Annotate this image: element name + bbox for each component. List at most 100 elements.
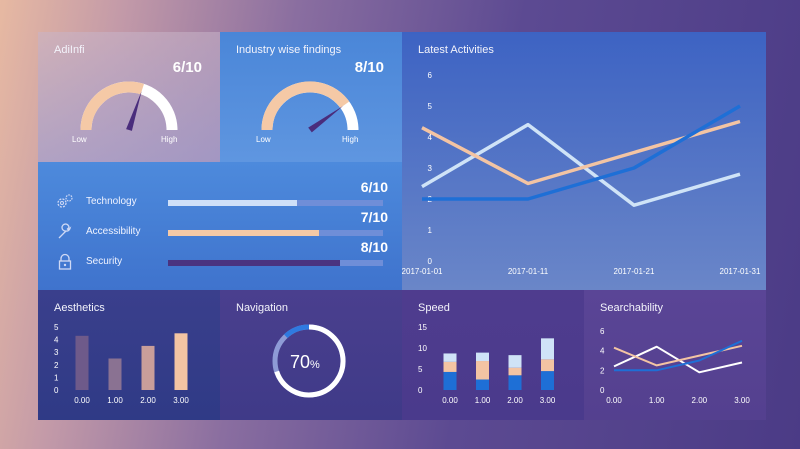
latest-activities-title: Latest Activities xyxy=(418,44,494,56)
metric-score-technology: 6/10 xyxy=(360,179,388,195)
stacked-bar-segment xyxy=(476,361,489,380)
donut-fill xyxy=(274,324,346,398)
gears-icon xyxy=(56,193,74,211)
navigation-donut: 70% xyxy=(272,324,346,398)
y-tick-label: 5 xyxy=(54,323,59,332)
x-tick-label: 3.00 xyxy=(173,396,189,405)
gauge-low-label: Low xyxy=(256,135,271,144)
stacked-bar-segment xyxy=(476,352,489,362)
y-tick-label: 0 xyxy=(418,386,423,395)
gauge-chart xyxy=(80,81,178,131)
gauge-high-label: High xyxy=(342,135,359,144)
stacked-bar-segment xyxy=(541,371,554,390)
aesthetics-panel: Aesthetics 0 1 2 3 4 5 0.00 1.00 2.00 3.00 xyxy=(38,290,220,420)
y-tick-label: 10 xyxy=(418,344,427,353)
x-tick-label: 2017-01-31 xyxy=(720,267,761,276)
stacked-bar-segment xyxy=(508,367,522,376)
metric-track xyxy=(168,230,383,236)
gauge-title: AdiInfi xyxy=(54,44,85,56)
x-tick-label: 0.00 xyxy=(606,396,622,405)
series-line-2 xyxy=(421,119,741,186)
metric-label: Technology xyxy=(86,196,137,207)
stacked-bar-segment xyxy=(541,338,554,360)
gauge-needle xyxy=(308,106,343,133)
latest-activities-panel: Latest Activities 0 1 2 3 4 5 6 2017-01-01 2017-… xyxy=(402,32,766,290)
y-tick-label: 6 xyxy=(600,327,605,336)
navigation-panel: Navigation 70% xyxy=(220,290,402,420)
stacked-bar-segment xyxy=(443,371,457,390)
y-tick-label: 5 xyxy=(418,365,423,374)
bar xyxy=(108,358,122,390)
metric-label: Accessibility xyxy=(86,226,141,237)
y-tick-label: 3 xyxy=(428,164,433,173)
x-tick-label: 2017-01-11 xyxy=(508,267,549,276)
searchability-chart: 0 2 4 6 0.00 1.00 2.00 3.00 xyxy=(600,327,750,405)
x-tick-label: 0.00 xyxy=(74,396,90,405)
x-tick-label: 2017-01-01 xyxy=(402,267,443,276)
x-tick-label: 2.00 xyxy=(140,396,156,405)
metric-track xyxy=(168,260,383,266)
metric-row-accessibility: Accessibility xyxy=(38,223,383,243)
speed-panel: Speed 0 5 10 15 0.00 1.00 2.00 3.00 xyxy=(402,290,584,420)
x-tick-label: 3.00 xyxy=(540,396,556,405)
y-tick-label: 6 xyxy=(428,71,433,80)
metric-row-technology: Technology xyxy=(38,193,383,213)
bar xyxy=(75,335,89,390)
series-line-3 xyxy=(422,104,741,201)
y-tick-label: 1 xyxy=(428,226,433,235)
stacked-bar-segment xyxy=(541,359,554,372)
padlock-icon xyxy=(56,253,74,271)
metric-fill xyxy=(168,230,319,236)
bar xyxy=(141,345,155,390)
gauge-title: Industry wise findings xyxy=(236,44,342,56)
x-tick-label: 2017-01-21 xyxy=(614,267,655,276)
stacked-bar-segment xyxy=(443,361,457,372)
y-tick-label: 4 xyxy=(54,336,59,345)
x-tick-label: 2.00 xyxy=(507,396,523,405)
y-tick-label: 4 xyxy=(600,347,605,356)
y-tick-label: 1 xyxy=(54,373,59,382)
series-line-3 xyxy=(614,339,743,372)
gauge-panel-industry: Industry wise findings 8/10 Low High xyxy=(220,32,402,162)
metric-score-accessibility: 7/10 xyxy=(360,209,388,225)
gauge-panel-adiinfi: AdiInfi 6/10 Low High xyxy=(38,32,220,162)
stacked-bar-segment xyxy=(443,353,457,362)
metric-fill xyxy=(168,260,340,266)
x-tick-label: 1.00 xyxy=(475,396,491,405)
x-tick-label: 1.00 xyxy=(107,396,123,405)
metric-track xyxy=(168,200,383,206)
gauge-fill xyxy=(261,81,350,131)
y-tick-label: 5 xyxy=(428,102,433,111)
y-tick-label: 0 xyxy=(54,386,59,395)
gauge-score: 8/10 xyxy=(354,59,384,76)
stacked-bar-segment xyxy=(508,355,522,368)
navigation-percent: 70% xyxy=(290,352,320,372)
navigation-title: Navigation xyxy=(236,302,288,314)
bar xyxy=(174,333,188,390)
x-tick-label: 0.00 xyxy=(442,396,458,405)
donut-accent xyxy=(283,324,310,339)
aesthetics-title: Aesthetics xyxy=(54,302,105,314)
speed-title: Speed xyxy=(418,302,450,314)
gauge-needle xyxy=(126,91,142,131)
x-tick-label: 1.00 xyxy=(649,396,665,405)
metric-fill xyxy=(168,200,297,206)
y-tick-label: 0 xyxy=(600,386,605,395)
metric-label: Security xyxy=(86,256,123,267)
aesthetics-chart: 0 1 2 3 4 5 0.00 1.00 2.00 3.00 xyxy=(54,323,189,405)
metric-score-security: 8/10 xyxy=(360,239,388,255)
stacked-bar-segment xyxy=(476,379,489,390)
y-tick-label: 2 xyxy=(54,361,59,370)
gauge-chart xyxy=(261,81,359,133)
metric-row-security: Security xyxy=(38,253,383,273)
y-tick-label: 0 xyxy=(428,257,433,266)
y-tick-label: 15 xyxy=(418,323,427,332)
y-tick-label: 3 xyxy=(54,348,59,357)
gauge-fill xyxy=(80,81,144,131)
speed-chart: 0 5 10 15 0.00 1.00 2.00 3.00 xyxy=(418,323,556,405)
gauge-score: 6/10 xyxy=(172,59,202,76)
metrics-panel: 6/10 Technology 7/10 Accessibility 8/10 xyxy=(38,162,402,290)
x-tick-label: 2.00 xyxy=(692,396,708,405)
gauge-high-label: High xyxy=(161,135,178,144)
